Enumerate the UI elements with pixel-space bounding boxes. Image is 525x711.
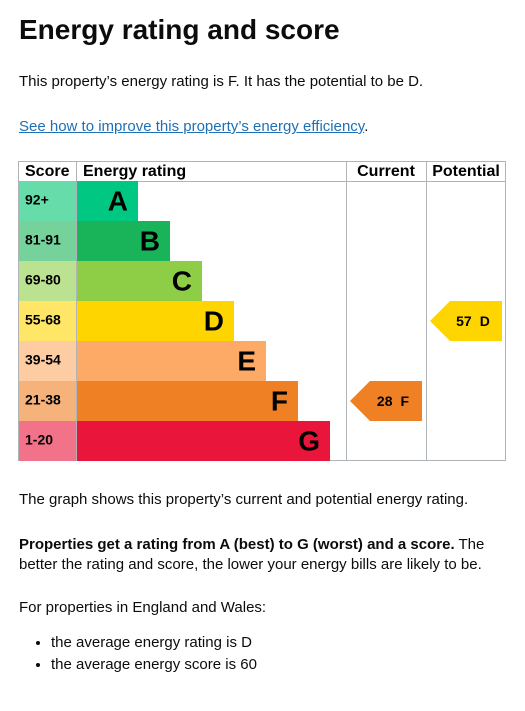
intro: This property’s energy rating is F. It h… <box>19 73 424 90</box>
band-bar <box>77 301 234 341</box>
score-cell <box>19 261 76 301</box>
score-cell <box>19 381 76 421</box>
potential-arrow <box>430 301 502 341</box>
current-arrow <box>350 381 422 421</box>
band-score: 21-38 <box>25 392 61 408</box>
band-letter: F <box>271 385 288 416</box>
improve-link[interactable]: See how to improve this property’s energ… <box>19 118 365 135</box>
regional-item: the average energy rating is D <box>51 632 257 654</box>
column-header: Potential <box>432 163 500 180</box>
band-bar <box>77 341 266 381</box>
band-letter: A <box>108 185 128 216</box>
score-cell <box>19 181 76 221</box>
band-letter: C <box>172 265 192 296</box>
band-score: 1-20 <box>25 432 53 448</box>
band-letter: G <box>298 425 320 456</box>
band-bar <box>77 421 330 461</box>
score-cell <box>19 301 76 341</box>
band-score: 81-91 <box>25 232 61 248</box>
heading: Energy rating and score <box>19 14 340 45</box>
regional-item: the average energy score is 60 <box>51 654 257 676</box>
score-cell <box>19 341 76 381</box>
rating-note-bold: Properties get a rating from A (best) to… <box>19 536 455 553</box>
link-line: See how to improve this property’s energ… <box>19 117 368 137</box>
band-bar <box>77 221 170 261</box>
current-label: 28 F <box>377 393 410 409</box>
band-bar <box>77 261 202 301</box>
rating-note: Properties get a rating from A (best) to… <box>19 535 509 575</box>
potential-score: 57 <box>456 313 472 329</box>
current-letter: F <box>401 393 410 409</box>
band-score: 92+ <box>25 192 49 208</box>
rating-graph: Score Energy rating Current Potential 92+ A 81… <box>18 161 506 461</box>
band-bar <box>77 381 298 421</box>
regional-list: the average energy rating is D the avera… <box>15 632 257 676</box>
column-header: Score <box>25 163 70 180</box>
score-cell <box>19 221 76 261</box>
potential-label: 57 D <box>456 313 490 329</box>
link-end: . <box>364 118 369 135</box>
graph-note: The graph shows this property’s current … <box>19 491 469 508</box>
rating-note-text: The better the rating and score, the low… <box>19 536 485 573</box>
potential-letter: D <box>480 313 490 329</box>
current-score: 28 <box>377 393 393 409</box>
regional-intro: For properties in England and Wales: <box>19 599 267 616</box>
band-bar <box>77 181 138 221</box>
band-letter: E <box>237 345 256 376</box>
column-header: Energy rating <box>83 163 186 180</box>
band-score: 69-80 <box>25 272 61 288</box>
score-cell <box>19 421 76 461</box>
band-letter: B <box>140 225 160 256</box>
column-header: Current <box>357 163 415 180</box>
band-letter: D <box>204 305 224 336</box>
band-score: 55-68 <box>25 312 61 328</box>
band-score: 39-54 <box>25 352 61 368</box>
